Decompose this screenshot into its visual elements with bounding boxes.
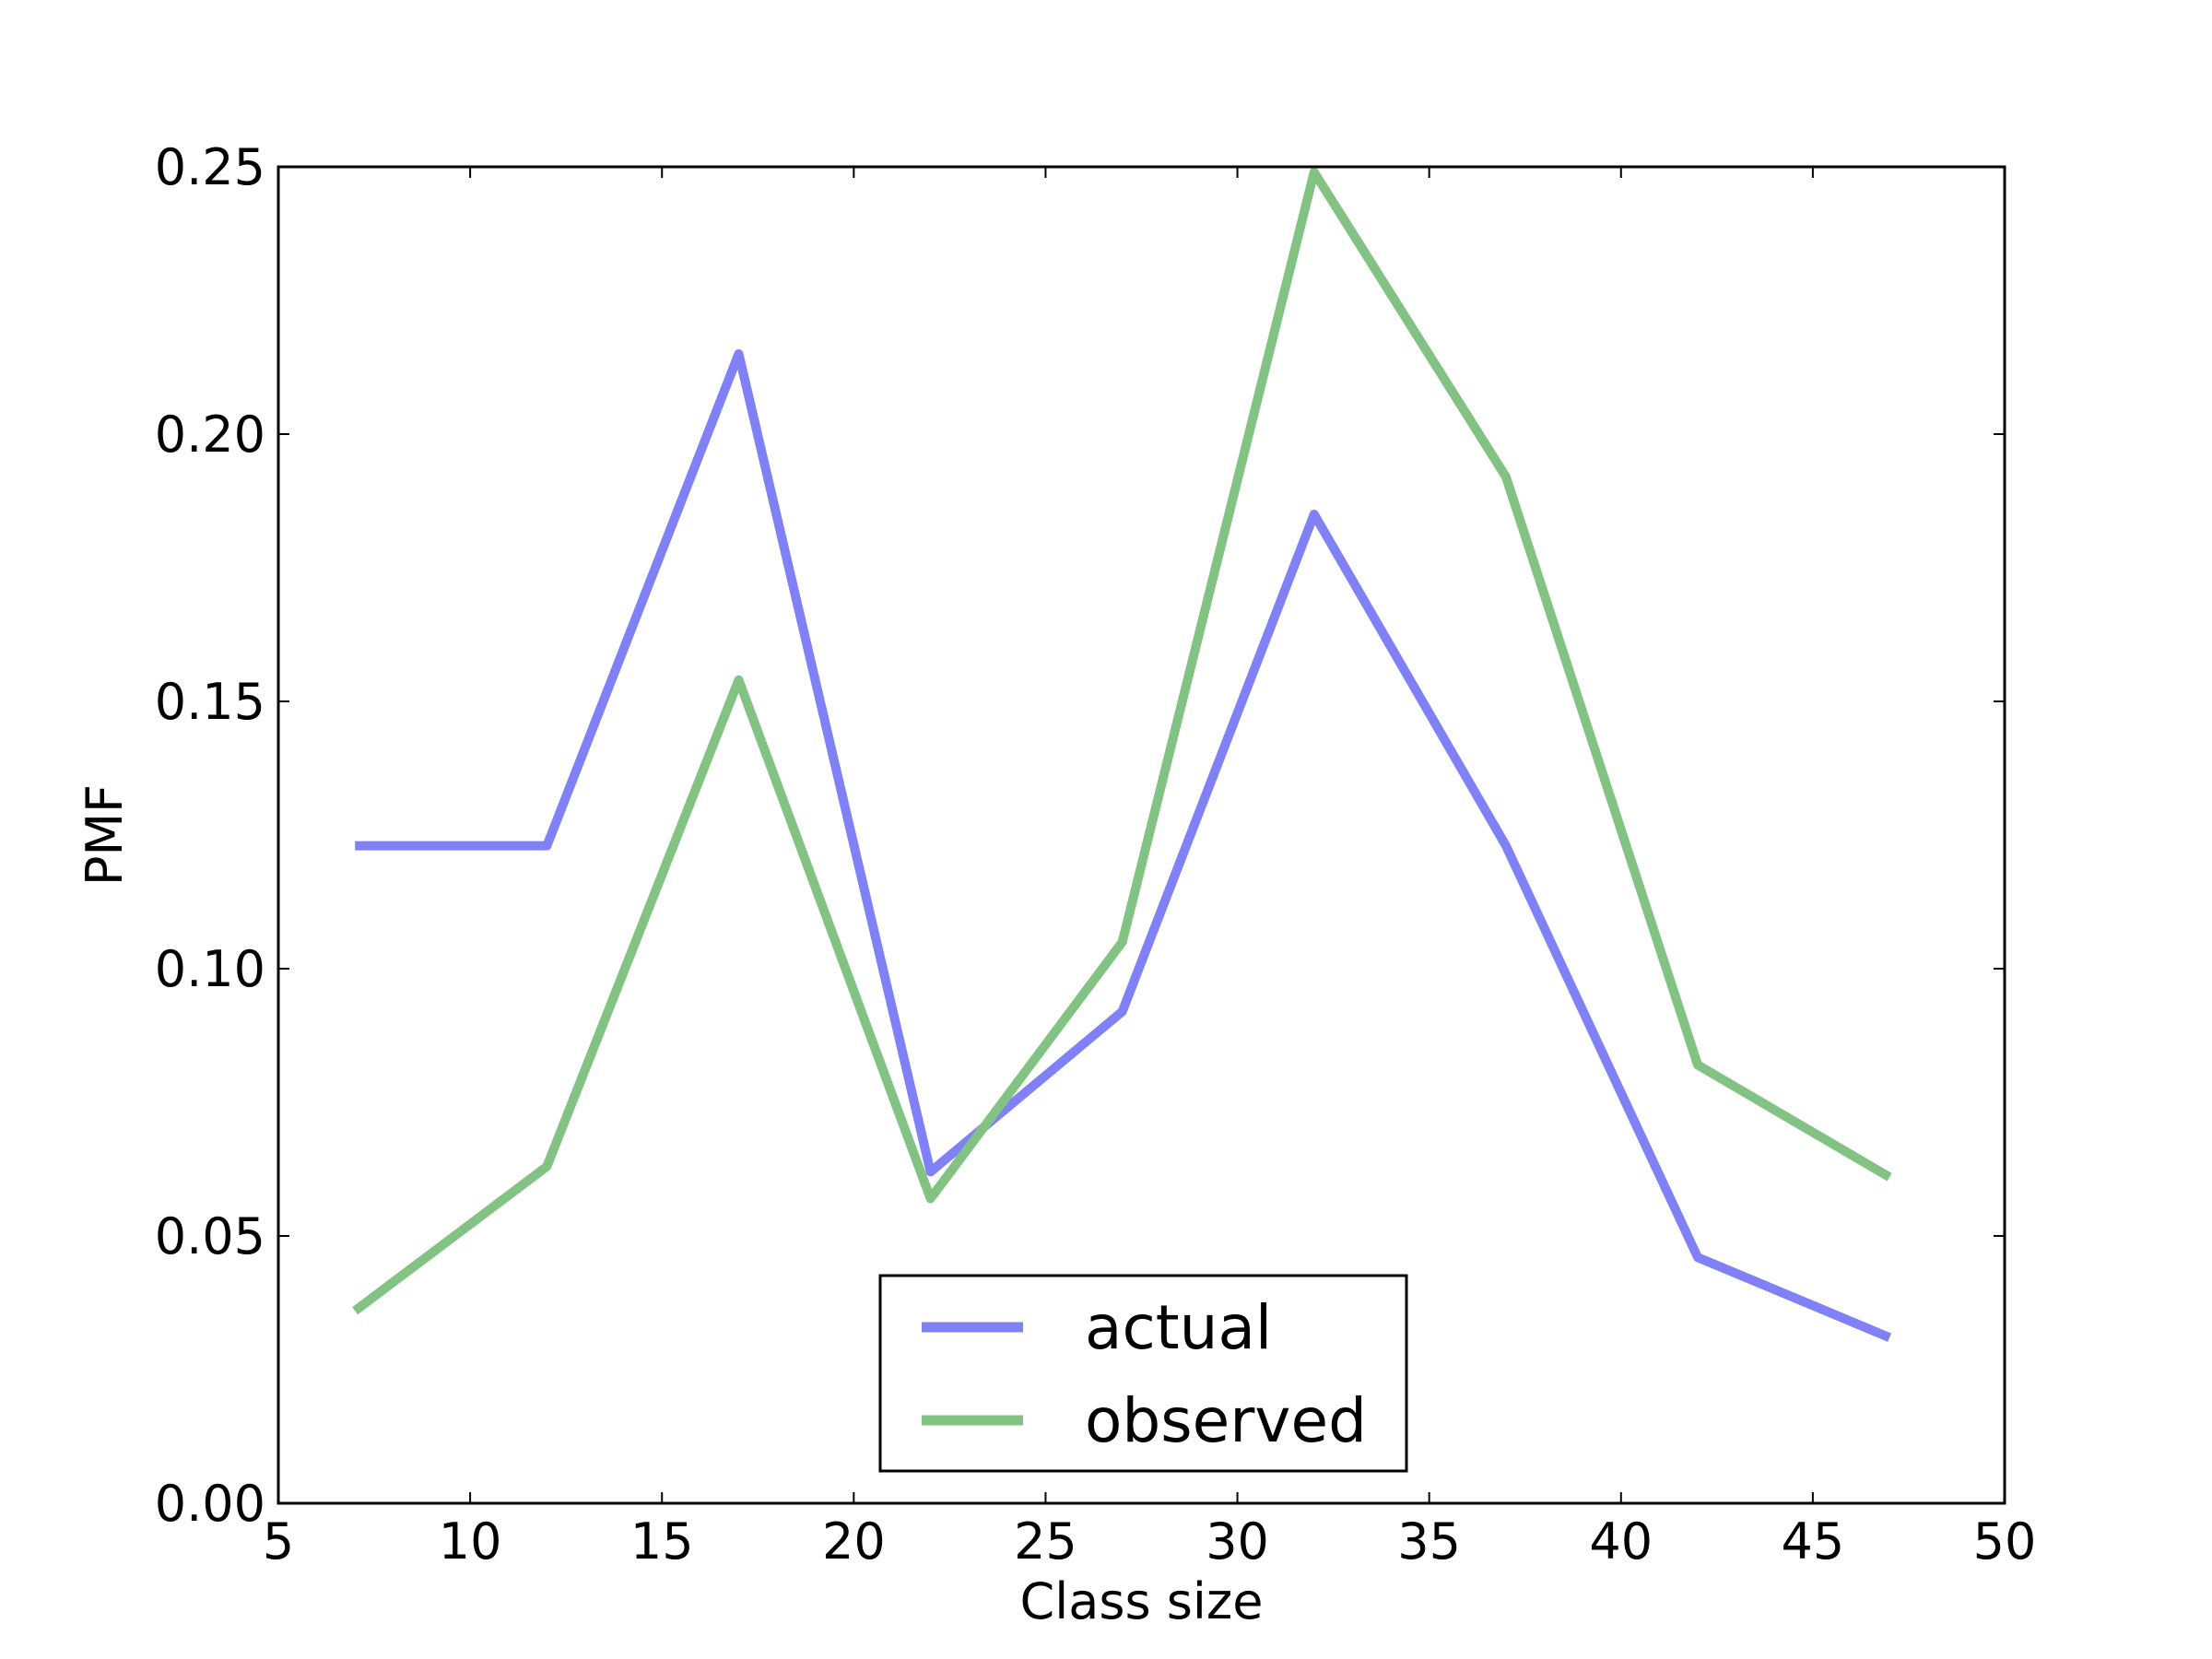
- plot-area-frame: [276, 165, 2006, 1505]
- y-tick-label: 0.10: [155, 940, 265, 998]
- x-tick-label: 10: [439, 1512, 502, 1571]
- legend-box: [878, 1274, 1408, 1473]
- x-tick-label: 30: [1206, 1512, 1269, 1571]
- legend-label-actual: actual: [1085, 1292, 1272, 1363]
- x-axis-label: Class size: [1020, 1572, 1264, 1630]
- y-axis-label: PMF: [76, 784, 134, 886]
- x-tick-label: 45: [1782, 1512, 1845, 1571]
- y-tick-label: 0.00: [155, 1475, 265, 1533]
- ticks-layer: 5 10 15 20 25 30 35 40 45 50 0.00 0.05 0.10 0.15 0.20 0…: [155, 138, 2037, 1571]
- x-tick-label: 25: [1014, 1512, 1077, 1571]
- x-tick-label: 50: [1973, 1512, 2037, 1571]
- series-line-observed: [352, 167, 1892, 1315]
- x-tick-label: 40: [1589, 1512, 1653, 1571]
- y-tick-label: 0.25: [155, 138, 265, 196]
- x-tick-label: 20: [822, 1512, 886, 1571]
- series-layer: [352, 167, 1892, 1342]
- legend-label-observed: observed: [1085, 1385, 1367, 1456]
- x-tick-label: 35: [1397, 1512, 1461, 1571]
- y-tick-label: 0.15: [155, 673, 265, 731]
- legend: actual observed: [878, 1274, 1408, 1473]
- y-tick-label: 0.05: [155, 1207, 265, 1265]
- x-tick-label: 5: [263, 1512, 294, 1571]
- y-tick-label: 0.20: [155, 406, 265, 464]
- x-tick-label: 15: [630, 1512, 694, 1571]
- series-line-actual: [355, 349, 1892, 1342]
